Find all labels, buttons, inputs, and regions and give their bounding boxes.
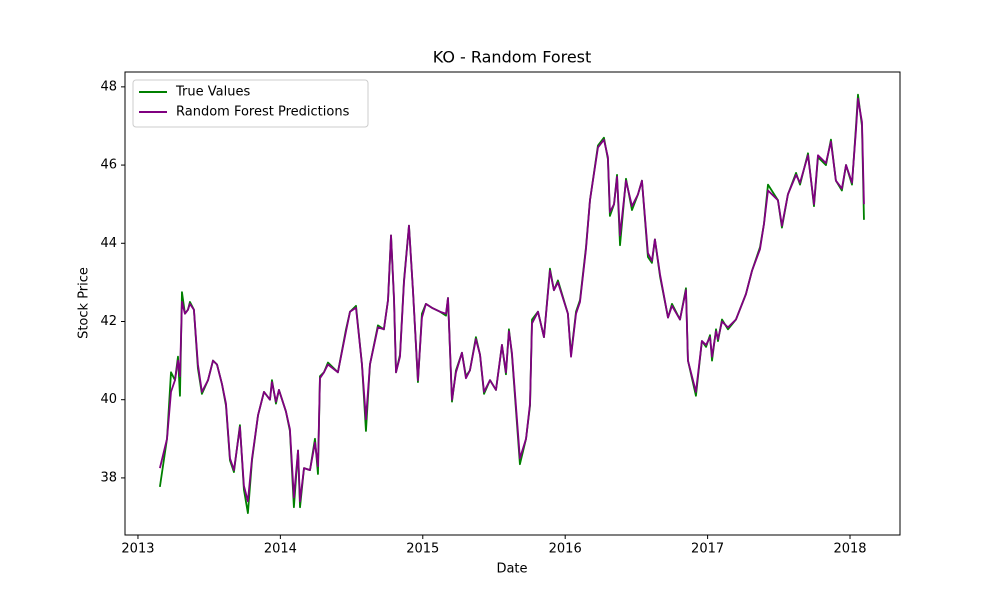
x-tick-label: 2017 [691,542,724,557]
y-tick-label: 46 [100,158,117,173]
x-tick-label: 2016 [549,542,582,557]
y-tick-label: 42 [100,314,117,329]
y-tick-label: 48 [100,79,117,94]
chart-title: KO - Random Forest [433,48,592,67]
y-axis-label: Stock Price [77,267,92,339]
x-tick-label: 2013 [121,542,154,557]
legend-box [132,79,369,128]
y-tick-label: 40 [100,392,117,407]
legend-label: Random Forest Predictions [176,105,350,120]
x-tick-label: 2015 [406,542,439,557]
series-line [159,97,865,503]
x-tick-label: 2014 [264,542,297,557]
legend-label: True Values [175,85,250,100]
x-axis-label: Date [496,562,527,577]
plot-frame [124,71,901,536]
y-tick-label: 38 [100,470,117,485]
y-tick-label: 44 [100,236,117,251]
x-tick-label: 2018 [833,542,866,557]
